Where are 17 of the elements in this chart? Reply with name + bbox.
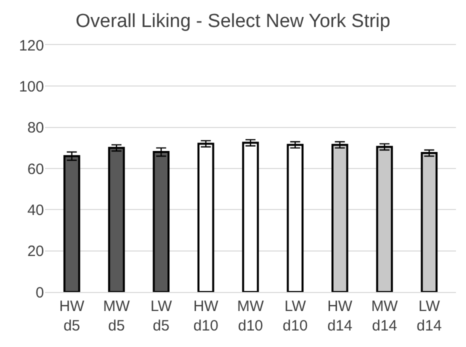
y-tick-label: 120 <box>18 37 44 54</box>
x-tick-label: HW d10 <box>193 298 220 334</box>
y-tick-label: 20 <box>27 243 44 260</box>
x-tick-label: HW d14 <box>327 298 354 334</box>
y-tick-label: 100 <box>18 78 44 96</box>
x-tick-label: MW d10 <box>237 298 265 334</box>
x-tick-label: LW d10 <box>282 298 308 334</box>
x-tick-label: LW d14 <box>416 298 442 334</box>
y-tick-label: 60 <box>27 160 44 178</box>
y-tick-label: 80 <box>27 120 44 137</box>
y-tick-label: 0 <box>36 284 44 302</box>
x-tick-label: LW d5 <box>150 298 173 334</box>
x-tick-label: MW d5 <box>103 298 131 334</box>
x-tick-label: MW d14 <box>371 298 399 334</box>
x-tick-label: HW d5 <box>59 298 86 334</box>
y-tick-label: 40 <box>27 202 44 219</box>
chart-title: Overall Liking - Select New York Strip <box>76 11 390 32</box>
